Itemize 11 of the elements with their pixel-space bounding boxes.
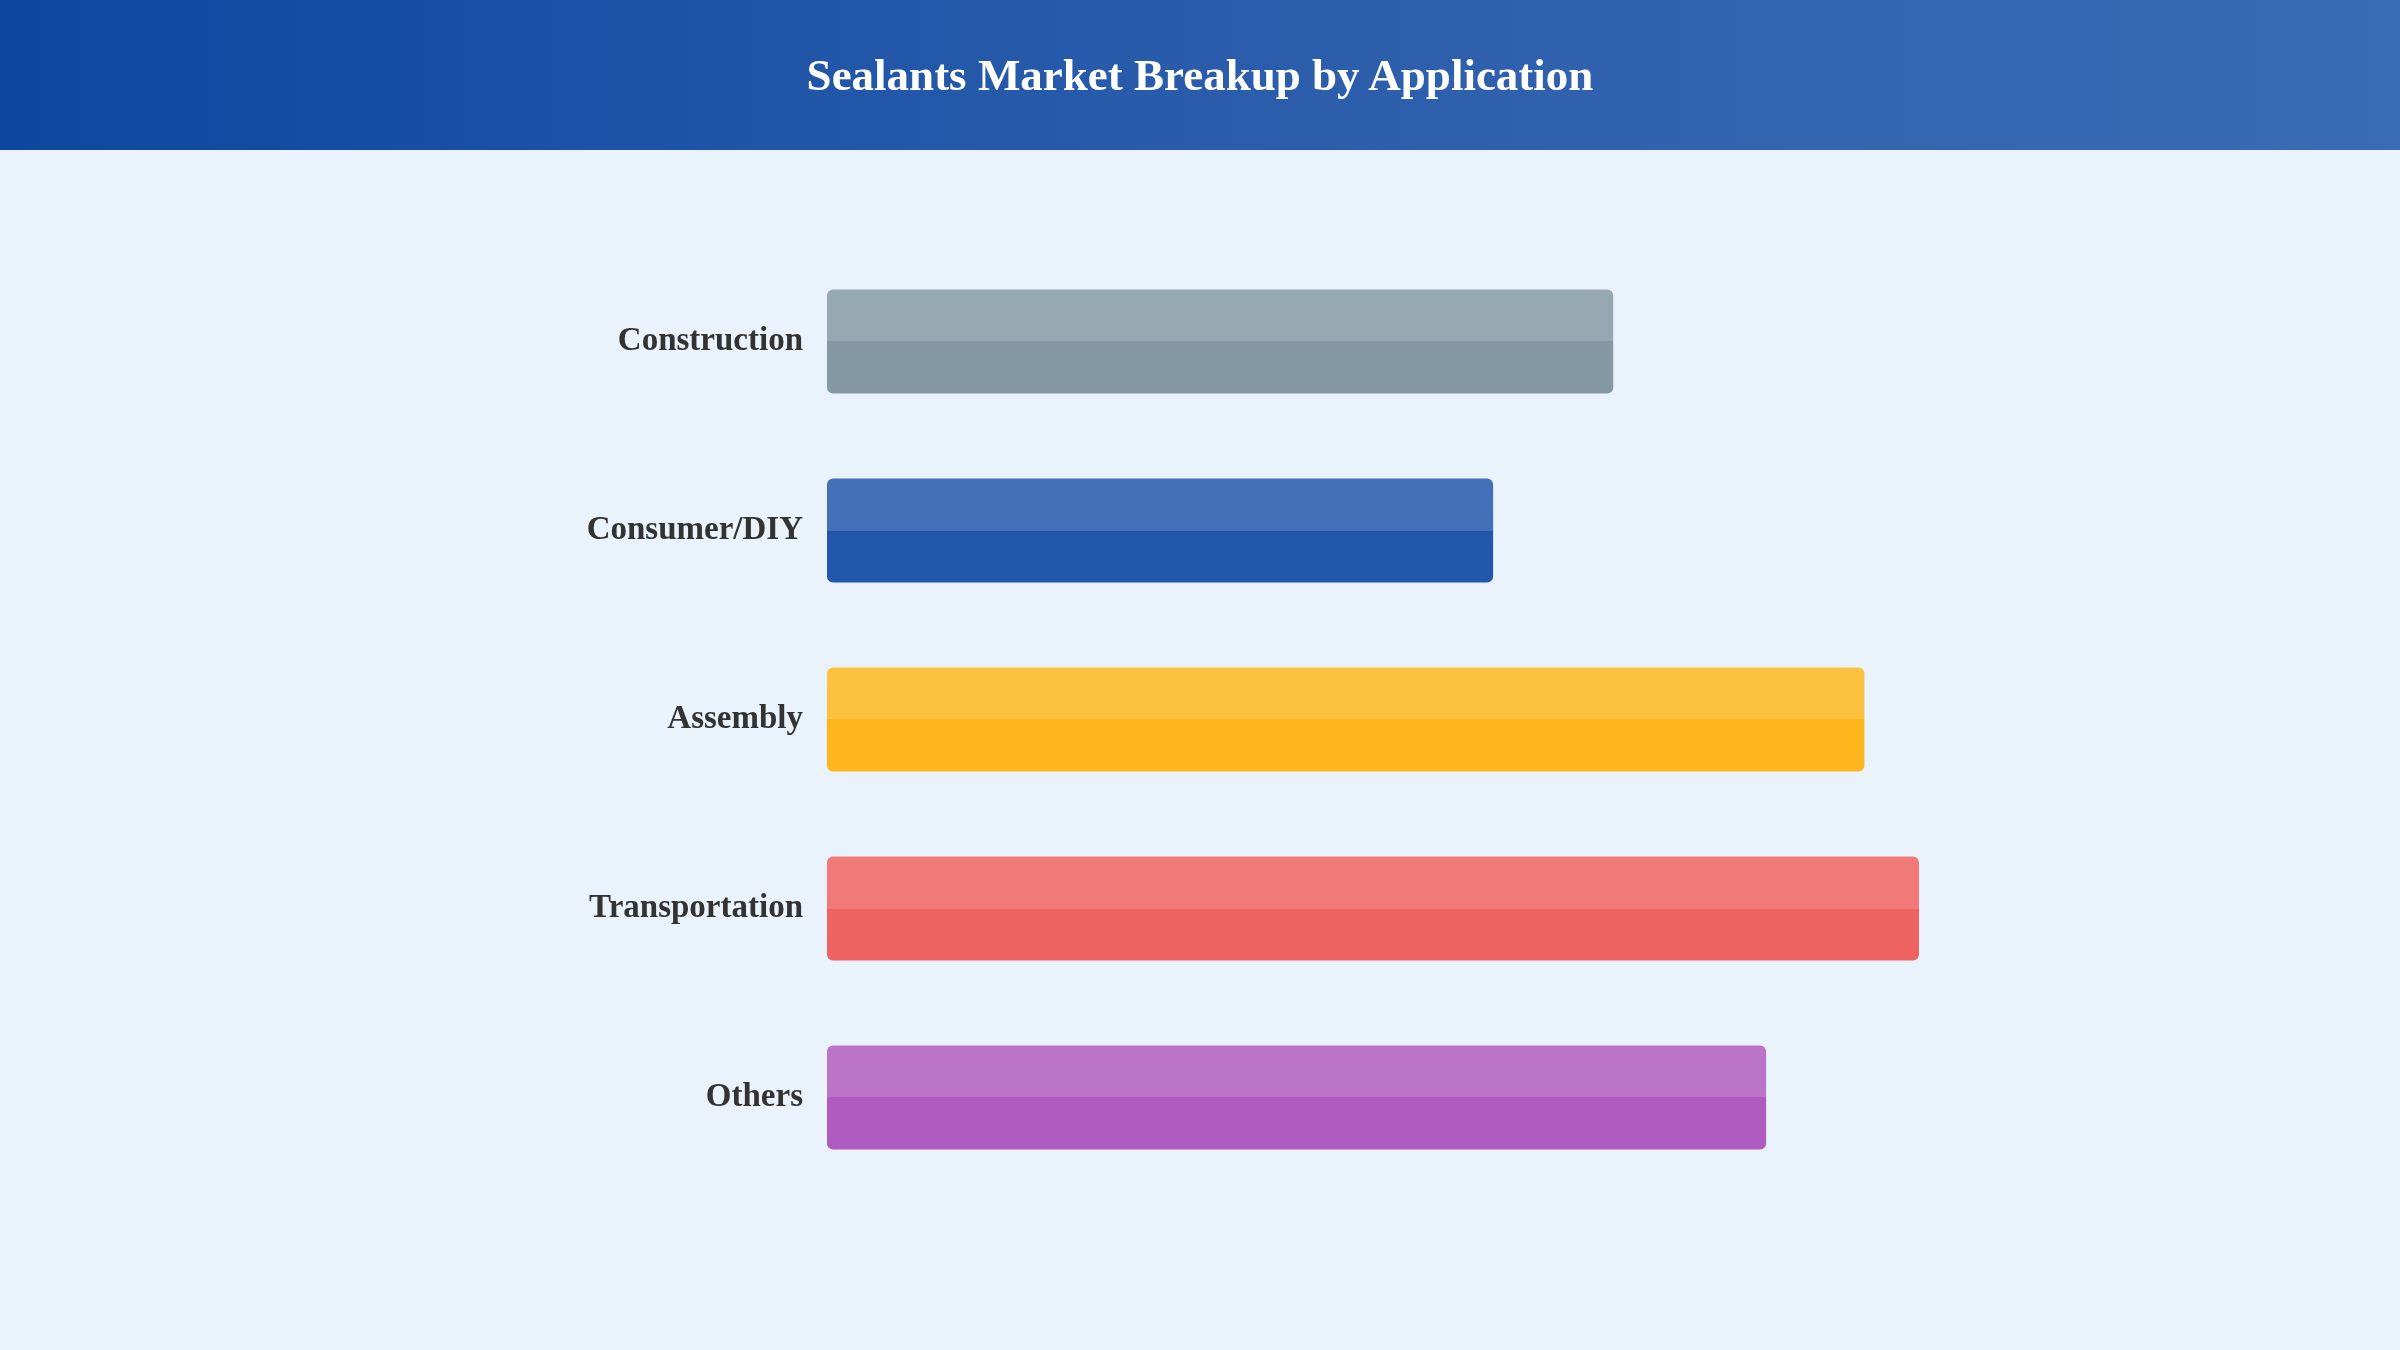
y-tick-label: Assembly [667, 699, 804, 736]
bar [827, 856, 1919, 961]
bar [827, 1045, 1767, 1150]
y-tick-label: Others [705, 1077, 804, 1114]
bar [827, 289, 1614, 394]
y-tick-label: Consumer/DIY [586, 510, 804, 547]
bar [827, 667, 1865, 772]
chart-title: Sealants Market Breakup by Application [806, 49, 1594, 101]
y-tick-label: Construction [617, 321, 803, 358]
y-tick-label: Transportation [589, 888, 803, 925]
bar [827, 478, 1494, 583]
